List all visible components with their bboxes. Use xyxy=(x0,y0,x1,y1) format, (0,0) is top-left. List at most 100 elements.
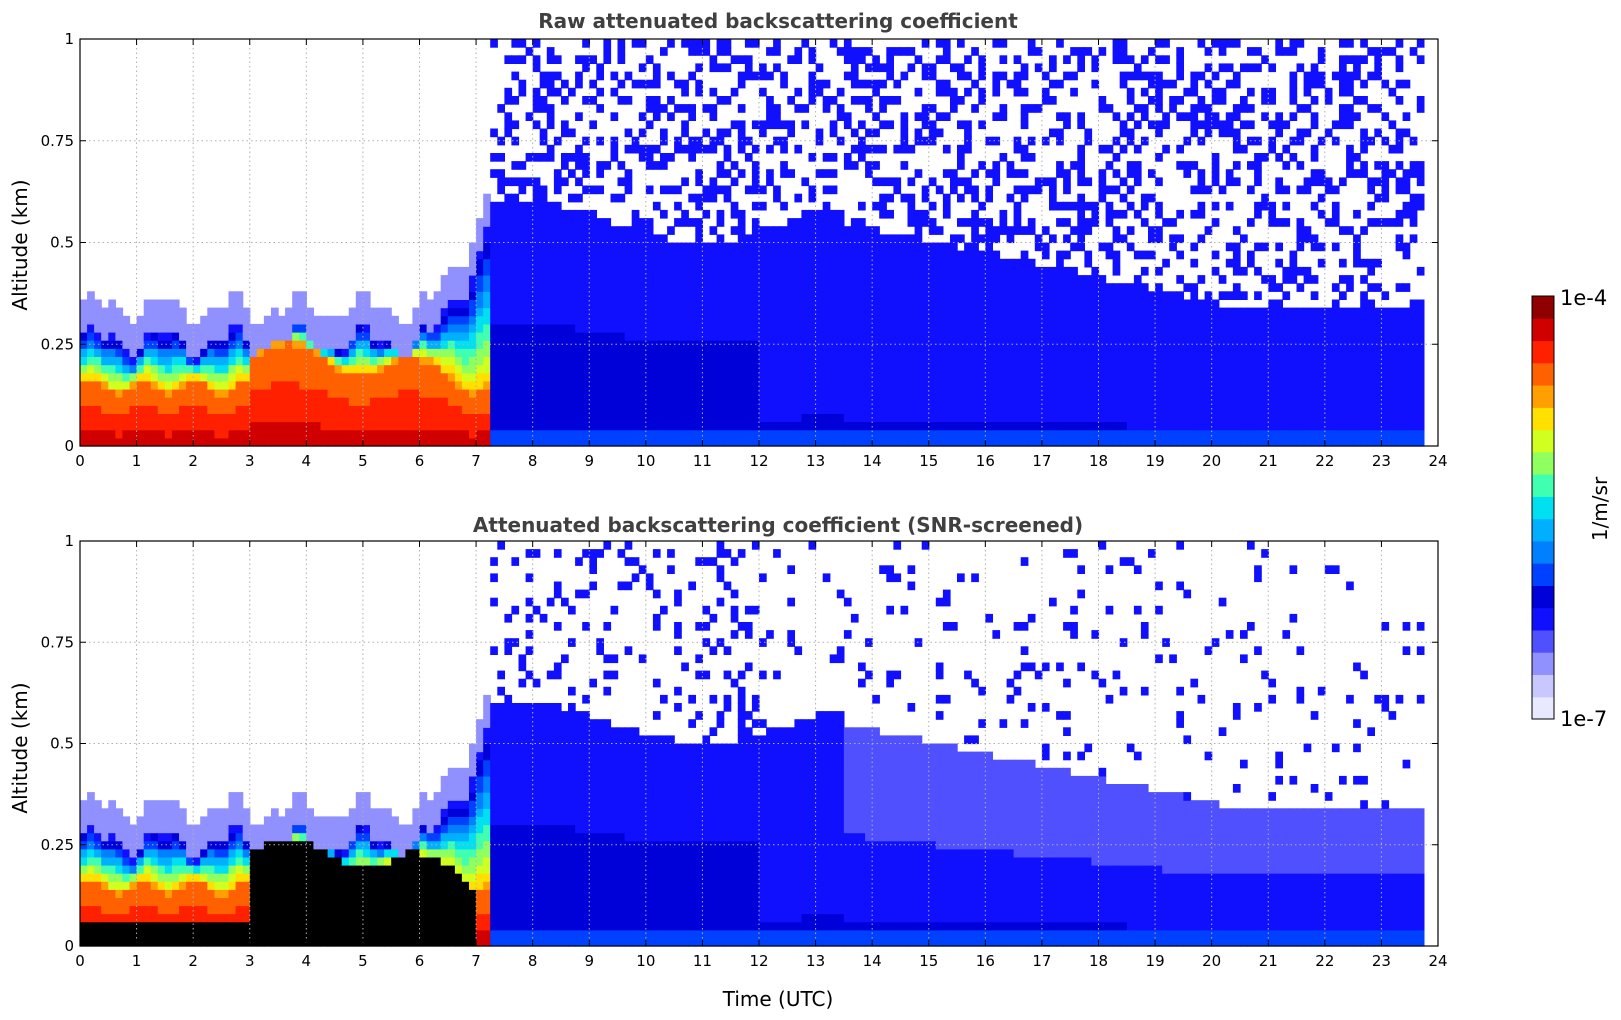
heatmap-cell xyxy=(150,405,159,414)
heatmap-cell xyxy=(716,161,725,170)
heatmap-cell xyxy=(589,364,597,374)
heatmap-cell xyxy=(242,437,251,447)
heatmap-cell xyxy=(1176,372,1184,382)
heatmap-cell xyxy=(1148,380,1156,390)
heatmap-cell xyxy=(1034,405,1043,414)
heatmap-cell xyxy=(1289,364,1298,374)
heatmap-cell xyxy=(1317,209,1326,219)
heatmap-cell xyxy=(716,291,725,300)
heatmap-cell xyxy=(865,372,873,382)
heatmap-cell xyxy=(532,429,541,439)
heatmap-cell xyxy=(1049,429,1057,439)
heatmap-cell xyxy=(900,250,909,260)
heatmap-cell xyxy=(575,275,583,284)
heatmap-cell xyxy=(801,250,810,260)
heatmap-cell xyxy=(1148,437,1156,447)
heatmap-cell xyxy=(1041,429,1050,439)
heatmap-cell xyxy=(759,63,767,73)
heatmap-cell xyxy=(1296,380,1305,390)
heatmap-cell xyxy=(822,380,831,390)
heatmap-cell xyxy=(1140,437,1149,447)
heatmap-cell xyxy=(108,380,116,390)
heatmap-cell xyxy=(1296,104,1305,113)
heatmap-cell xyxy=(561,258,569,268)
heatmap-cell xyxy=(306,421,314,431)
heatmap-cell xyxy=(1133,389,1142,398)
heatmap-cell xyxy=(1098,356,1107,366)
heatmap-cell xyxy=(1070,389,1078,398)
heatmap-cell xyxy=(858,437,866,447)
heatmap-cell xyxy=(214,437,223,447)
heatmap-cell xyxy=(730,177,739,187)
heatmap-cell xyxy=(603,47,612,56)
heatmap-cell xyxy=(504,193,513,203)
heatmap-cell xyxy=(985,389,993,398)
heatmap-cell xyxy=(617,55,626,64)
heatmap-cell xyxy=(1232,258,1241,268)
heatmap-cell xyxy=(603,291,612,300)
heatmap-cell xyxy=(433,380,442,390)
heatmap-cell xyxy=(561,356,569,366)
heatmap-cell xyxy=(164,421,173,431)
heatmap-cell xyxy=(667,299,675,309)
heatmap-cell xyxy=(688,193,696,203)
heatmap-cell xyxy=(1105,104,1114,113)
heatmap-cell xyxy=(87,323,95,333)
heatmap-cell xyxy=(935,348,944,357)
heatmap-cell xyxy=(1232,79,1241,89)
heatmap-cell xyxy=(1063,421,1071,431)
heatmap-cell xyxy=(235,340,244,349)
heatmap-cell xyxy=(546,389,555,398)
heatmap-cell xyxy=(723,275,732,284)
heatmap-cell xyxy=(773,104,781,113)
heatmap-cell xyxy=(582,299,590,309)
heatmap-cell xyxy=(1140,299,1149,309)
heatmap-cell xyxy=(638,421,647,431)
heatmap-cell xyxy=(1155,372,1163,382)
heatmap-cell xyxy=(1091,218,1100,227)
heatmap-cell xyxy=(950,332,958,341)
heatmap-cell xyxy=(1070,307,1078,317)
heatmap-cell xyxy=(553,185,562,195)
heatmap-cell xyxy=(278,429,286,439)
heatmap-cell xyxy=(370,397,378,406)
heatmap-cell xyxy=(1197,39,1206,48)
heatmap-cell xyxy=(511,299,520,309)
heatmap-cell xyxy=(829,421,838,431)
heatmap-cell xyxy=(1204,332,1213,341)
heatmap-cell xyxy=(603,250,612,260)
heatmap-cell xyxy=(836,429,845,439)
heatmap-cell xyxy=(1070,275,1078,284)
heatmap-cell xyxy=(1063,397,1071,406)
heatmap-cell xyxy=(879,177,887,187)
heatmap-cell xyxy=(921,242,930,252)
heatmap-cell xyxy=(426,413,435,423)
heatmap-cell xyxy=(964,307,972,317)
heatmap-cell xyxy=(313,323,322,333)
heatmap-cell xyxy=(1232,291,1241,300)
heatmap-cell xyxy=(461,413,470,423)
heatmap-cell xyxy=(822,397,831,406)
heatmap-cell xyxy=(709,275,718,284)
heatmap-cell xyxy=(822,315,831,325)
heatmap-cell xyxy=(610,250,619,260)
heatmap-cell xyxy=(759,87,767,97)
heatmap-cell xyxy=(256,413,265,423)
heatmap-cell xyxy=(1084,128,1093,138)
heatmap-cell xyxy=(94,437,102,447)
heatmap-cell xyxy=(935,413,944,423)
heatmap-cell xyxy=(1027,405,1036,414)
heatmap-cell xyxy=(1197,169,1206,178)
heatmap-cell xyxy=(667,323,675,333)
heatmap-cell xyxy=(1317,348,1326,357)
heatmap-cell xyxy=(808,234,817,244)
heatmap-cell xyxy=(334,348,343,357)
heatmap-cell xyxy=(872,397,880,406)
heatmap-cell xyxy=(843,437,852,447)
heatmap-cell xyxy=(525,201,534,211)
heatmap-cell xyxy=(1077,389,1085,398)
heatmap-cell xyxy=(469,307,477,317)
heatmap-cell xyxy=(751,332,760,341)
heatmap-cell xyxy=(1140,136,1149,146)
heatmap-cell xyxy=(1211,364,1220,374)
